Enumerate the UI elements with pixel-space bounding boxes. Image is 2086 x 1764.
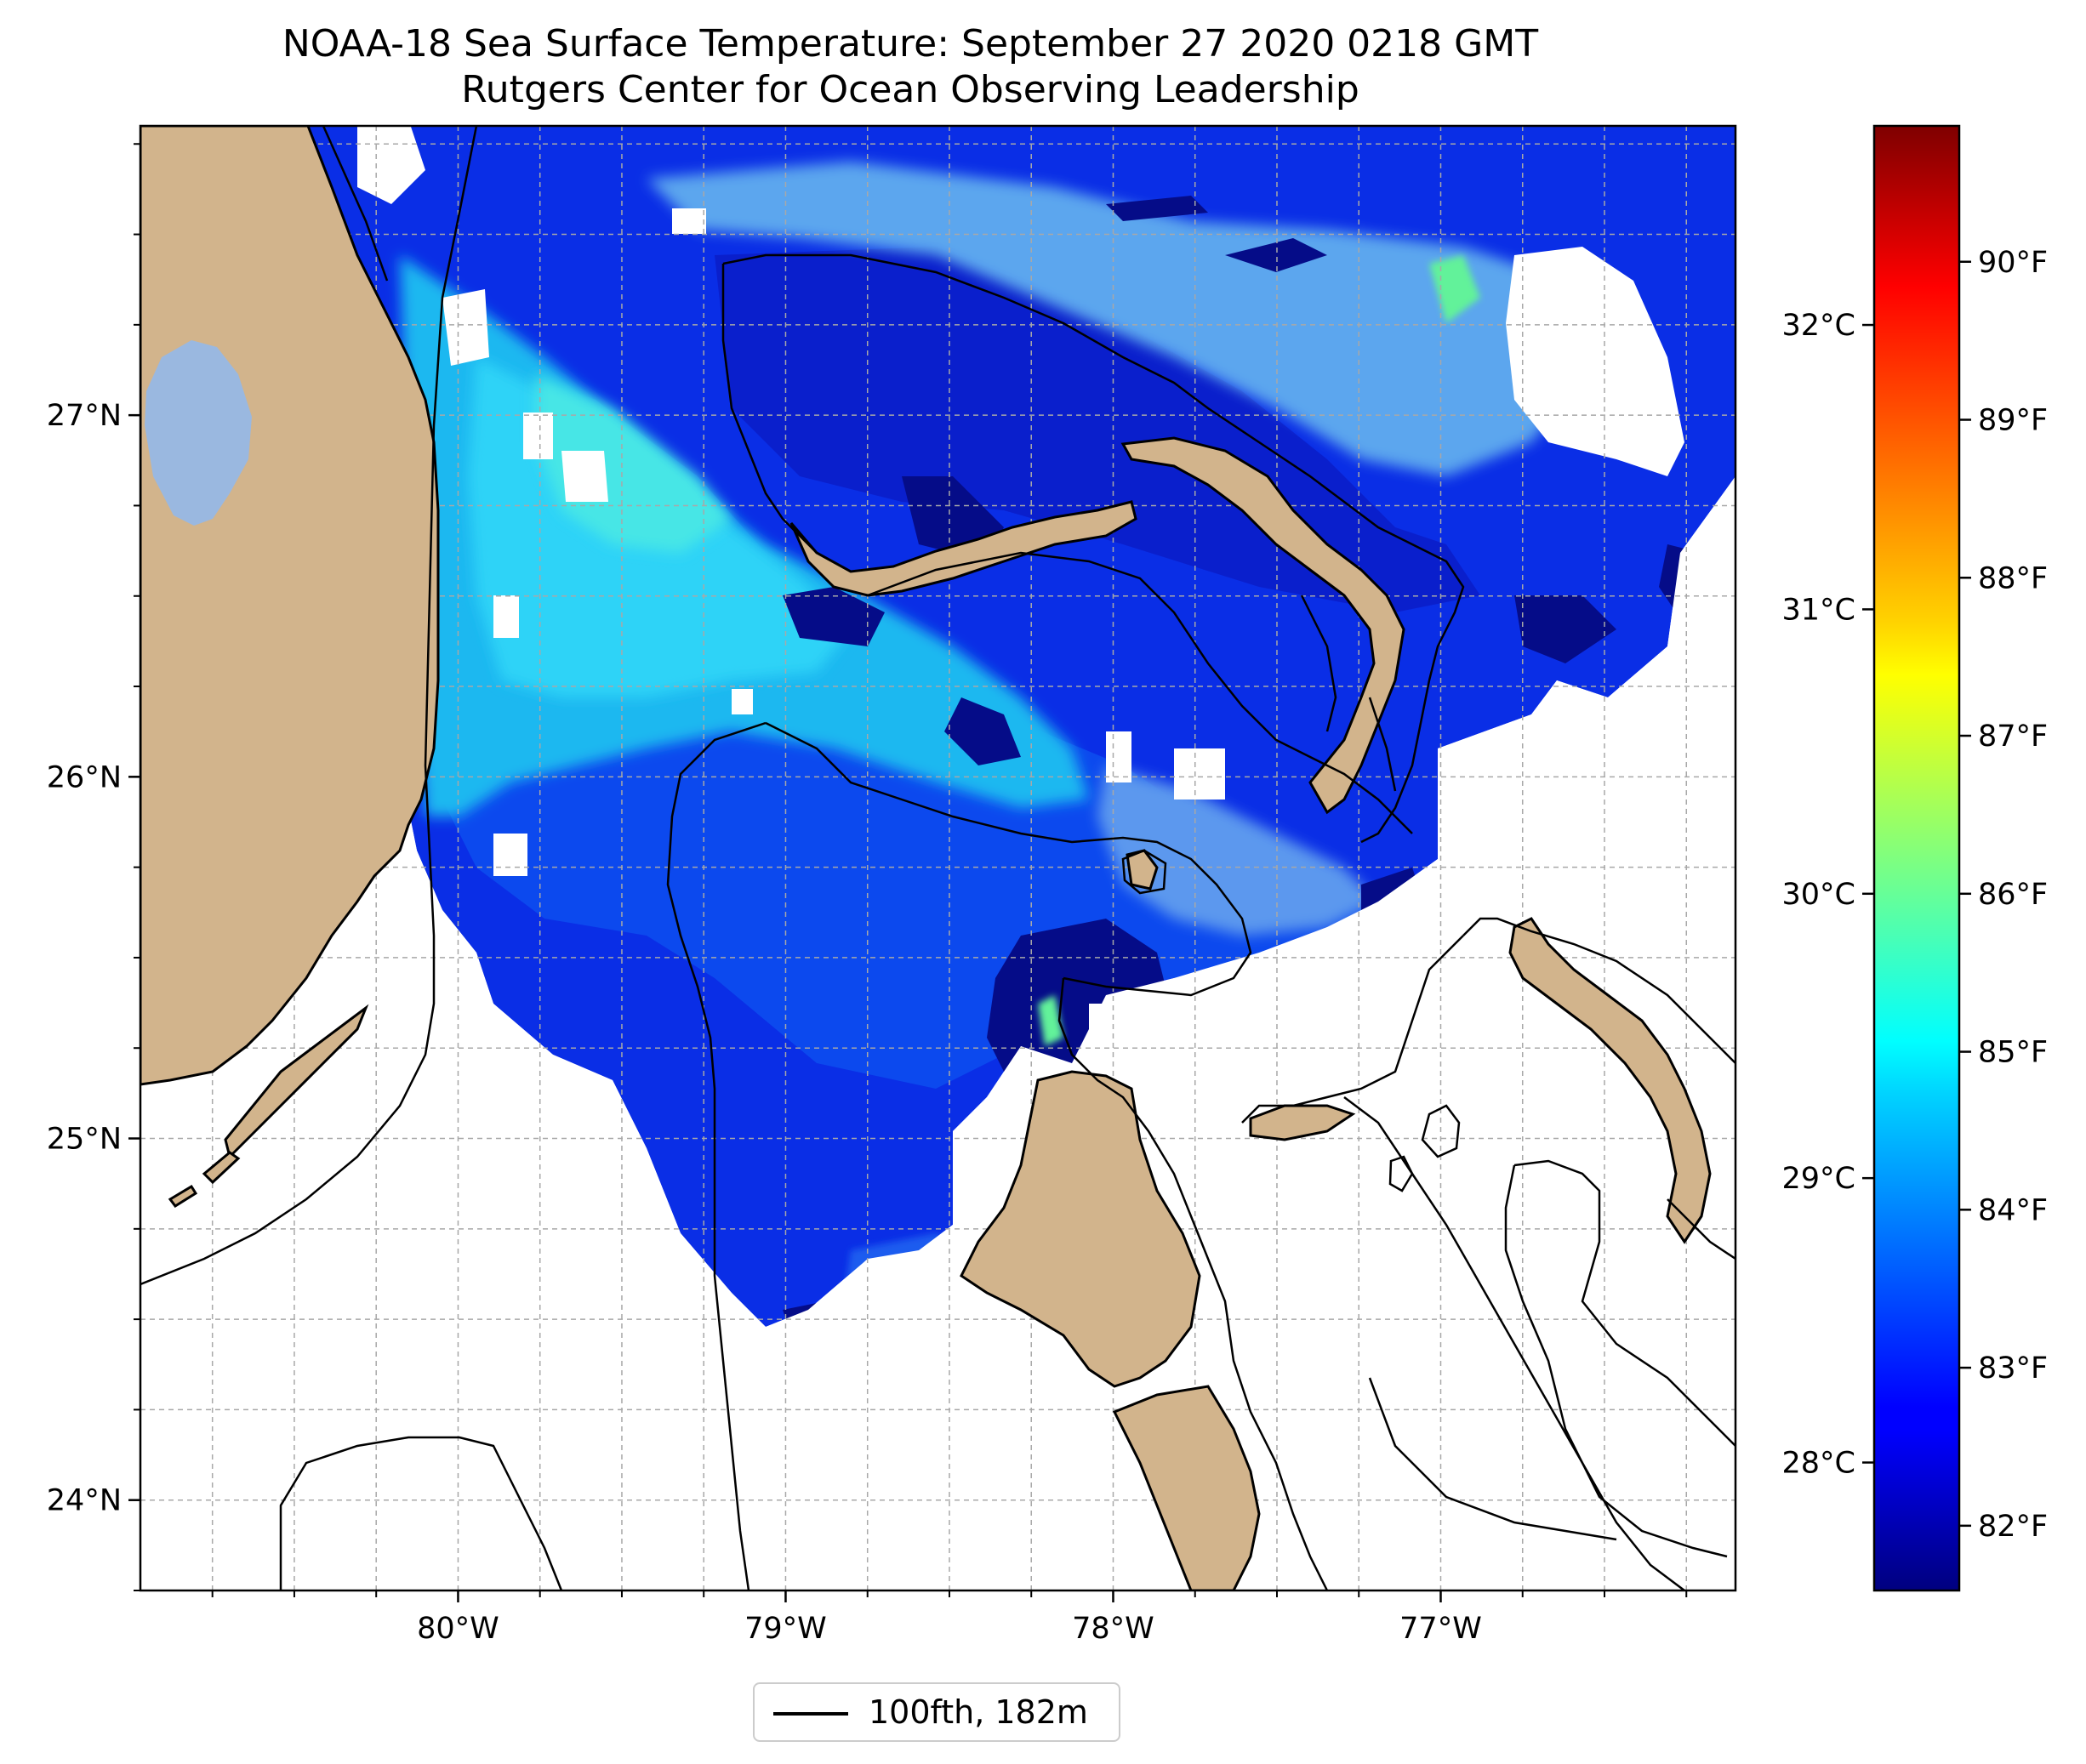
legend: 100fth, 182m xyxy=(753,1682,1120,1742)
colorbar-gradient xyxy=(1874,126,1959,1590)
florida-keys xyxy=(168,1004,369,1209)
fahrenheit-tick-label: 83°F xyxy=(1978,1351,2048,1386)
figure-subtitle: Rutgers Center for Ocean Observing Leade… xyxy=(461,68,1359,111)
abaco-islands xyxy=(1120,436,1405,815)
lat-tick-label: 27°N xyxy=(47,399,122,433)
map-gridlines xyxy=(140,126,1735,1590)
fahrenheit-tick-label: 82°F xyxy=(1978,1510,2048,1544)
celsius-tick-label: 32°C xyxy=(1782,309,1855,343)
celsius-tick-label: 31°C xyxy=(1782,593,1855,627)
legend-label: 100fth, 182m xyxy=(869,1693,1088,1731)
legend-line-swatch xyxy=(773,1712,848,1716)
fahrenheit-tick-label: 88°F xyxy=(1978,561,2048,595)
celsius-tick-label: 29°C xyxy=(1782,1162,1855,1196)
fahrenheit-tick-label: 86°F xyxy=(1978,878,2048,912)
fahrenheit-tick-label: 87°F xyxy=(1978,720,2048,754)
colorbar-frame xyxy=(1872,124,1961,1592)
fahrenheit-tick-label: 85°F xyxy=(1978,1036,2048,1070)
fahrenheit-tick-label: 84°F xyxy=(1978,1193,2048,1227)
land xyxy=(140,126,1712,1590)
fahrenheit-tick-label: 89°F xyxy=(1978,404,2048,438)
bahamas-islands xyxy=(789,436,1712,1590)
lat-tick-label: 24°N xyxy=(47,1484,122,1518)
eleuthera-island xyxy=(1508,917,1712,1244)
isobath-100fth xyxy=(140,126,1735,1590)
colorbar: 28°C 29°C 30°C 31°C 32°C 82°F 83°F 84°F 85°F 86°F… xyxy=(1782,124,2049,1592)
andros-south xyxy=(1112,1385,1261,1590)
celsius-tick-label: 30°C xyxy=(1782,878,1855,912)
figure-title: NOAA-18 Sea Surface Temperature: Septemb… xyxy=(282,22,1539,65)
no-data-gaps xyxy=(140,126,1735,1590)
map-frame xyxy=(139,124,1737,1592)
lon-tick-label: 78°W xyxy=(1072,1612,1154,1646)
lon-tick-label: 77°W xyxy=(1399,1612,1482,1646)
colorbar-ticks: 28°C 29°C 30°C 31°C 32°C 82°F 83°F 84°F 85°F 86°F… xyxy=(1782,246,2049,1544)
map-area xyxy=(140,126,1735,1590)
grand-bahama-island xyxy=(789,500,1137,597)
fahrenheit-tick-label: 90°F xyxy=(1978,246,2048,280)
lake-okeechobee xyxy=(145,340,252,526)
celsius-tick-label: 28°C xyxy=(1782,1447,1855,1481)
lon-tick-label: 79°W xyxy=(744,1612,827,1646)
coastline xyxy=(322,126,1735,1260)
lat-tick-label: 26°N xyxy=(47,760,122,794)
map-axis-ticks: 80°W 79°W 78°W 77°W 27°N 26°N 25°N 24°N xyxy=(47,143,1688,1646)
lat-tick-label: 25°N xyxy=(47,1123,122,1157)
lon-tick-label: 80°W xyxy=(417,1612,499,1646)
